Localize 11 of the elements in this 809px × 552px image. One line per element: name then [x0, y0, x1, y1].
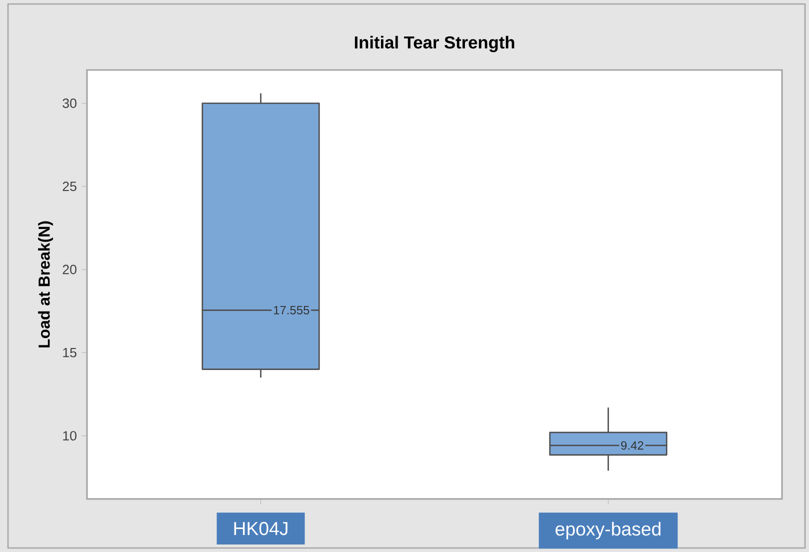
y-tick-label: 15: [63, 348, 76, 358]
y-tick-label: 10: [63, 431, 76, 441]
annotation: 9.42: [621, 441, 644, 450]
y-axis-title: Load at Break(N): [38, 221, 53, 348]
chart-title: Initial Tear Strength: [354, 36, 514, 52]
x-tick-label: epoxy-based: [556, 522, 660, 540]
x-tick-label: HK04J: [234, 522, 288, 536]
y-tick-label: 25: [62, 182, 76, 192]
y-tick-label: 30: [62, 98, 76, 108]
annotation: 17.555: [274, 306, 310, 314]
y-tick-label: 20: [62, 264, 76, 274]
